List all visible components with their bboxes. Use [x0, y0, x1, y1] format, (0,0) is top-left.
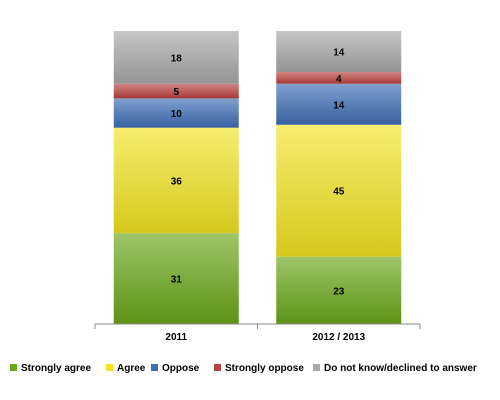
bar-segment-strongly-agree-0: [113, 233, 239, 324]
legend-item-strongly-agree: Strongly agree: [10, 363, 91, 374]
category-label-1: 2012 / 2013: [312, 332, 365, 343]
bars: 31 36 10 5 18 23 45 14 4 14: [113, 31, 402, 324]
data-label-strongly-agree-1: 23: [333, 286, 345, 297]
legend-label: Do not know/declined to answer: [324, 363, 477, 374]
legend-label: Strongly oppose: [225, 363, 304, 374]
legend-swatch: [151, 364, 158, 371]
legend-item-oppose: Oppose: [151, 363, 200, 374]
x-axis-category-labels: 2011 2012 / 2013: [165, 332, 365, 343]
data-label-oppose-1: 14: [333, 100, 345, 111]
bar-segment-strongly-agree-1: [276, 256, 402, 324]
bar-segment-do-not-know-declined-to-answer-1: [276, 31, 402, 73]
bar-segment-oppose-0: [113, 98, 239, 128]
legend-label: Strongly agree: [21, 363, 91, 374]
category-label-0: 2011: [165, 332, 187, 343]
plot-area: 31 36 10 5 18 23 45 14 4 14 2011 2012 / 2013: [94, 31, 421, 343]
bar-segment-strongly-oppose-0: [113, 83, 239, 99]
bar-segment-agree-1: [276, 124, 402, 257]
bar-segment-strongly-oppose-1: [276, 72, 402, 84]
bar-segment-agree-0: [113, 127, 239, 234]
legend-swatch: [313, 364, 320, 371]
legend-swatch: [214, 364, 221, 371]
legend-label: Agree: [117, 363, 146, 374]
legend-swatch: [106, 364, 113, 371]
bar-segment-oppose-1: [276, 83, 402, 125]
data-label-agree-1: 45: [333, 187, 345, 198]
bar-segment-do-not-know-declined-to-answer-0: [113, 31, 239, 84]
legend-swatch: [10, 364, 17, 371]
legend: Strongly agree Agree Oppose Strongly oppose…: [10, 363, 477, 374]
data-label-agree-0: 36: [171, 176, 183, 187]
data-label-oppose-0: 10: [171, 109, 183, 120]
legend-item-strongly-oppose: Strongly oppose: [214, 363, 304, 374]
data-label-strongly-oppose-0: 5: [173, 87, 179, 98]
x-axis-ticks: [94, 324, 421, 329]
legend-item-do-not-know-declined-to-answer: Do not know/declined to answer: [313, 363, 477, 374]
data-label-do-not-know-declined-to-answer-1: 14: [333, 48, 345, 59]
legend-label: Oppose: [162, 363, 200, 374]
data-label-strongly-oppose-1: 4: [336, 74, 342, 85]
data-label-strongly-agree-0: 31: [171, 275, 183, 286]
data-label-do-not-know-declined-to-answer-0: 18: [171, 53, 183, 64]
legend-item-agree: Agree: [106, 363, 146, 374]
